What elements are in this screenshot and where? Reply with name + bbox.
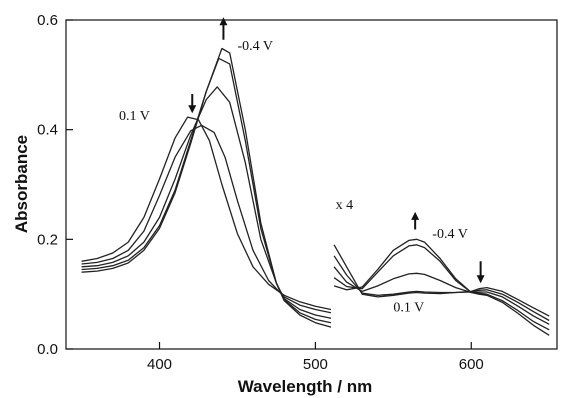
annotation-label: 0.1 V (393, 301, 424, 316)
y-axis-label: Absorbance (12, 135, 31, 233)
spectra-lines (81, 47, 550, 336)
axis-ticks: 400 500 600 0.0 0.2 0.4 0.6 (37, 12, 484, 373)
annotation-label: 0.1 V (119, 109, 150, 124)
annotation-label: x 4 (336, 198, 354, 213)
spectrum-line-1-segment-1 (81, 116, 332, 311)
x-tick-label: 500 (303, 356, 328, 373)
x-tick-label: 600 (459, 356, 484, 373)
spectrum-line-2-segment-2 (333, 255, 550, 322)
x-axis-label: Wavelength / nm (238, 377, 372, 396)
annotation-label: -0.4 V (237, 39, 273, 54)
spectrum-line-2-segment-1 (81, 124, 332, 314)
spectrum-line-3-segment-2 (333, 266, 550, 325)
spectrum-line-5-segment-2 (333, 238, 550, 336)
y-tick-label: 0.4 (37, 122, 58, 139)
plot-frame (65, 19, 558, 350)
annotation-arrows (188, 17, 485, 284)
spectrum-line-5-segment-1 (81, 47, 332, 328)
arrow-down-2 (188, 94, 197, 114)
annotations: -0.4 V 0.1 V x 4 -0.4 V 0.1 V (119, 39, 468, 316)
arrow-up-1 (219, 17, 228, 40)
arrow-up-3 (411, 211, 420, 230)
annotation-label: -0.4 V (432, 227, 468, 242)
spectrum-line-4-segment-1 (81, 57, 332, 324)
spectrum-line-4-segment-2 (333, 244, 550, 331)
y-tick-label: 0.6 (37, 12, 58, 29)
arrow-down-4 (476, 261, 485, 284)
y-tick-label: 0.0 (37, 341, 58, 358)
spectrum-line-3-segment-1 (81, 86, 332, 319)
spectrum-line-1-segment-2 (333, 244, 550, 317)
x-tick-label: 400 (147, 356, 172, 373)
y-tick-label: 0.2 (37, 231, 58, 248)
